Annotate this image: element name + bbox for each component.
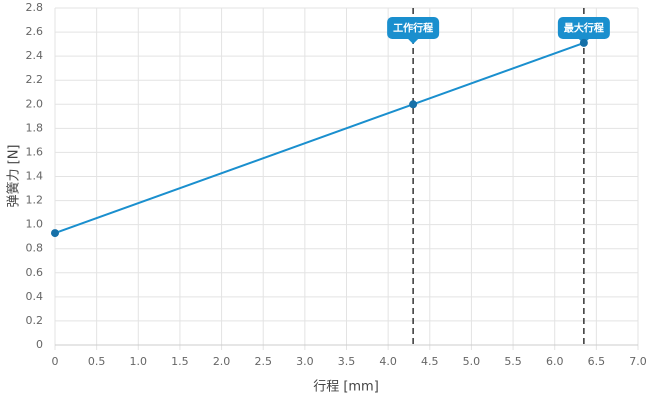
y-tick-label: 0.6 — [26, 266, 44, 279]
x-tick-label: 2.0 — [213, 355, 231, 368]
data-point — [51, 229, 59, 238]
annotation-label: 最大行程 — [564, 22, 604, 35]
x-tick-label: 5.0 — [463, 355, 481, 368]
y-tick-label: 2.6 — [26, 25, 44, 38]
y-tick-label: 0.2 — [26, 314, 44, 327]
y-tick-label: 0.8 — [26, 242, 44, 255]
y-tick-label: 2.2 — [26, 73, 44, 86]
data-line — [54, 41, 585, 235]
y-tick-label: 2.0 — [26, 97, 44, 110]
x-tick-label: 1.0 — [130, 355, 148, 368]
x-tick-label: 0.5 — [88, 355, 106, 368]
annotation-box — [557, 17, 610, 39]
y-tick-label: 1.4 — [26, 170, 44, 183]
x-tick-label: 0 — [52, 355, 59, 368]
y-axis-title: 弹簧力 [N] — [6, 144, 22, 207]
y-tick-label: 0.4 — [26, 290, 44, 303]
x-axis-title: 行程 [mm] — [313, 380, 379, 395]
annotation-pointer — [408, 39, 419, 44]
y-tick-label: 1.8 — [26, 121, 44, 134]
x-tick-label: 6.5 — [588, 355, 606, 368]
y-tick-label: 2.8 — [26, 1, 44, 14]
x-tick-label: 7.0 — [629, 355, 647, 368]
x-tick-label: 4.0 — [379, 355, 397, 368]
x-tick-label: 3.5 — [338, 355, 356, 368]
y-tick-label: 0 — [36, 338, 43, 351]
x-tick-label: 3.0 — [296, 355, 314, 368]
x-tick-label: 5.5 — [504, 355, 522, 368]
x-tick-label: 6.0 — [546, 355, 564, 368]
data-point — [579, 38, 588, 47]
data-point — [409, 100, 418, 109]
x-tick-label: 1.5 — [171, 355, 189, 368]
y-tick-label: 2.4 — [26, 49, 44, 62]
x-tick-label: 4.5 — [421, 355, 439, 368]
y-tick-label: 1.2 — [26, 194, 44, 207]
y-tick-label: 1.6 — [26, 145, 44, 158]
y-tick-label: 1.0 — [26, 218, 44, 231]
annotation-label: 工作行程 — [393, 22, 433, 35]
annotation-box — [387, 17, 440, 39]
x-tick-label: 2.5 — [254, 355, 272, 368]
